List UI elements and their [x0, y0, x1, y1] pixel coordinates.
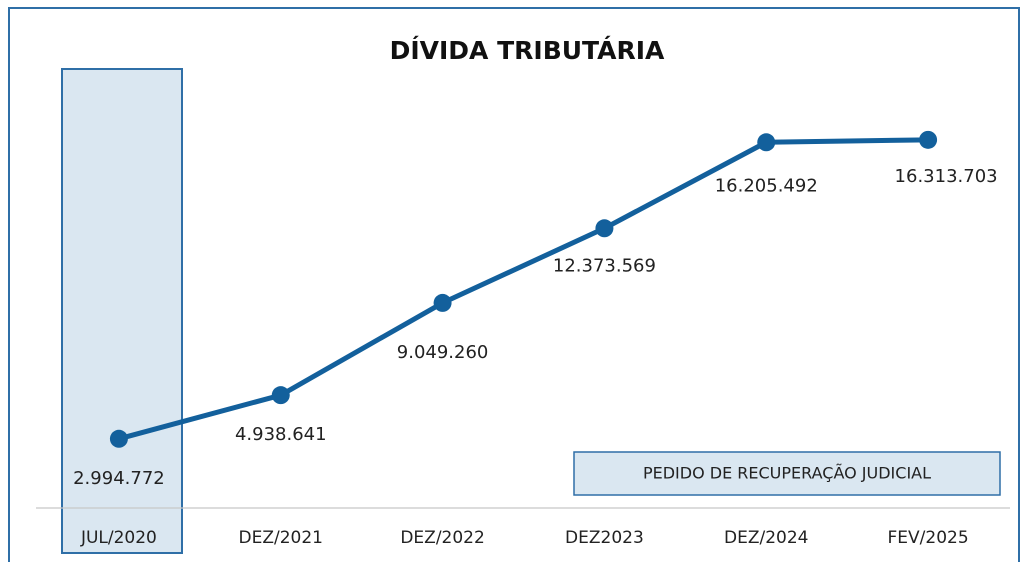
data-point: [109, 429, 128, 448]
data-point: [757, 133, 776, 152]
data-point: [271, 386, 290, 405]
data-label: 12.373.569: [553, 255, 656, 276]
data-point: [433, 293, 452, 312]
x-tick-label: DEZ/2024: [724, 528, 808, 548]
data-line: [118, 137, 929, 442]
data-point: [919, 130, 938, 149]
annotation: PEDIDO DE RECUPERAÇÃO JUDICIAL: [643, 464, 931, 483]
data-label: 4.938.641: [235, 424, 327, 445]
data-point: [595, 219, 614, 238]
chart-title: DÍVIDA TRIBUTÁRIA: [390, 36, 665, 65]
x-tick-label: DEZ/2022: [400, 528, 484, 548]
data-label: 16.205.492: [715, 175, 818, 196]
x-tick-label: DEZ2023: [565, 528, 644, 548]
chart-frame: [8, 7, 1020, 562]
data-label: 9.049.260: [397, 342, 489, 363]
x-tick-label: JUL/2020: [80, 528, 157, 548]
data-label: 2.994.772: [73, 468, 165, 489]
x-tick-label: FEV/2025: [888, 528, 969, 548]
annotation-box: [573, 451, 1001, 496]
data-label: 16.313.703: [895, 166, 998, 187]
x-tick-label: DEZ/2021: [239, 528, 323, 548]
category-highlight: [61, 68, 183, 554]
